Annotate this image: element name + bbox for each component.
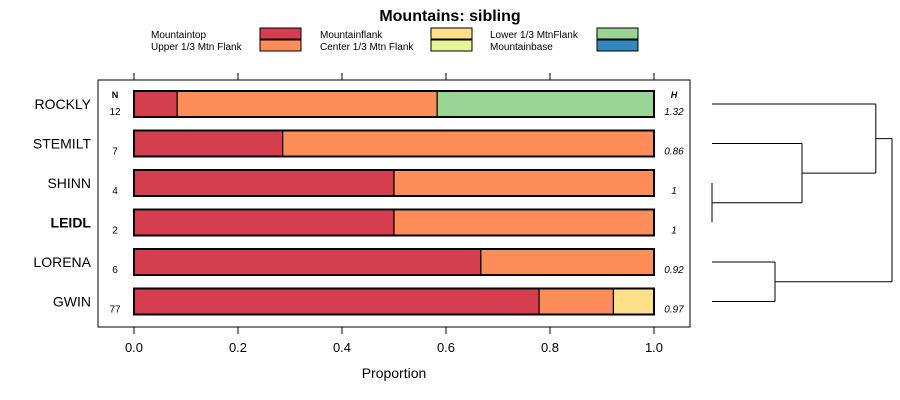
legend-label: Mountainbase — [490, 42, 553, 53]
x-tick-label: 1.0 — [645, 340, 663, 355]
n-header: N — [112, 90, 119, 100]
bar-segment — [393, 208, 655, 237]
bar-segment — [480, 248, 655, 276]
n-value: 2 — [112, 226, 118, 237]
bar-segment — [612, 287, 655, 316]
h-header: H — [671, 90, 678, 100]
x-tick-label: 0.8 — [541, 340, 559, 355]
legend-label: Center 1/3 Mtn Flank — [320, 42, 414, 53]
category-label: LEIDL — [51, 215, 92, 231]
dendrogram — [711, 103, 893, 302]
bar-outline — [133, 129, 655, 158]
legend-swatch — [430, 27, 473, 40]
plot-frame — [97, 79, 691, 328]
x-tick-label: 0.6 — [437, 340, 455, 355]
n-value: 6 — [112, 265, 118, 276]
bar-outline — [133, 169, 655, 197]
h-value: 0.92 — [664, 265, 684, 276]
bar-segment — [436, 90, 655, 118]
bar-segment — [282, 129, 655, 158]
bar-segment — [133, 169, 395, 197]
h-value: 1 — [671, 186, 677, 197]
axes: 0.0 0.2 0.4 0.6 0.8 1.0 — [125, 73, 663, 355]
x-tick-label: 0.0 — [125, 340, 143, 355]
legend-label: Upper 1/3 Mtn Flank — [151, 42, 243, 53]
bar-segment — [393, 169, 655, 197]
legend-label: Mountaintop — [151, 30, 206, 41]
x-tick-label: 0.4 — [333, 340, 351, 355]
n-value: 4 — [112, 186, 118, 197]
h-value: 0.97 — [664, 305, 684, 316]
x-tick-label: 0.2 — [229, 340, 247, 355]
n-value: 12 — [109, 107, 121, 118]
legend-swatch — [259, 39, 302, 52]
category-label: ROCKLY — [34, 96, 91, 112]
legend-label: Mountainflank — [320, 30, 383, 41]
bar-outline — [133, 248, 655, 276]
h-value: 0.86 — [664, 147, 684, 158]
legend-label: Lower 1/3 MtnFlank — [490, 30, 579, 41]
bar-segment — [133, 287, 540, 316]
x-axis-label: Proportion — [362, 365, 427, 381]
n-value: 77 — [109, 305, 121, 316]
legend-swatch — [259, 27, 302, 40]
bar-outline — [133, 90, 655, 118]
category-label: SHINN — [47, 175, 91, 191]
n-value: 7 — [112, 147, 118, 158]
bar-outline — [133, 287, 655, 316]
legend-swatch — [430, 39, 473, 52]
bar-segment — [176, 90, 438, 118]
bar-segment — [133, 248, 482, 276]
bar-segment — [538, 287, 615, 316]
bar-segment — [133, 90, 178, 118]
h-value: 1 — [671, 226, 677, 237]
bar-segment — [133, 129, 284, 158]
bar-segment — [133, 208, 395, 237]
category-label: GWIN — [53, 294, 91, 310]
row-labels: N H ROCKLY 12 1.32 STEMILT 7 0.86 SHINN 4 1 LEIDL 2 1… — [33, 90, 684, 316]
legend-swatch — [596, 27, 639, 40]
chart-title: Mountains: sibling — [379, 8, 520, 25]
h-value: 1.32 — [664, 107, 684, 118]
category-label: LORENA — [33, 254, 91, 270]
bar-outline — [133, 208, 655, 237]
category-label: STEMILT — [33, 136, 92, 152]
legend-swatch — [596, 39, 639, 52]
bars — [133, 90, 655, 316]
